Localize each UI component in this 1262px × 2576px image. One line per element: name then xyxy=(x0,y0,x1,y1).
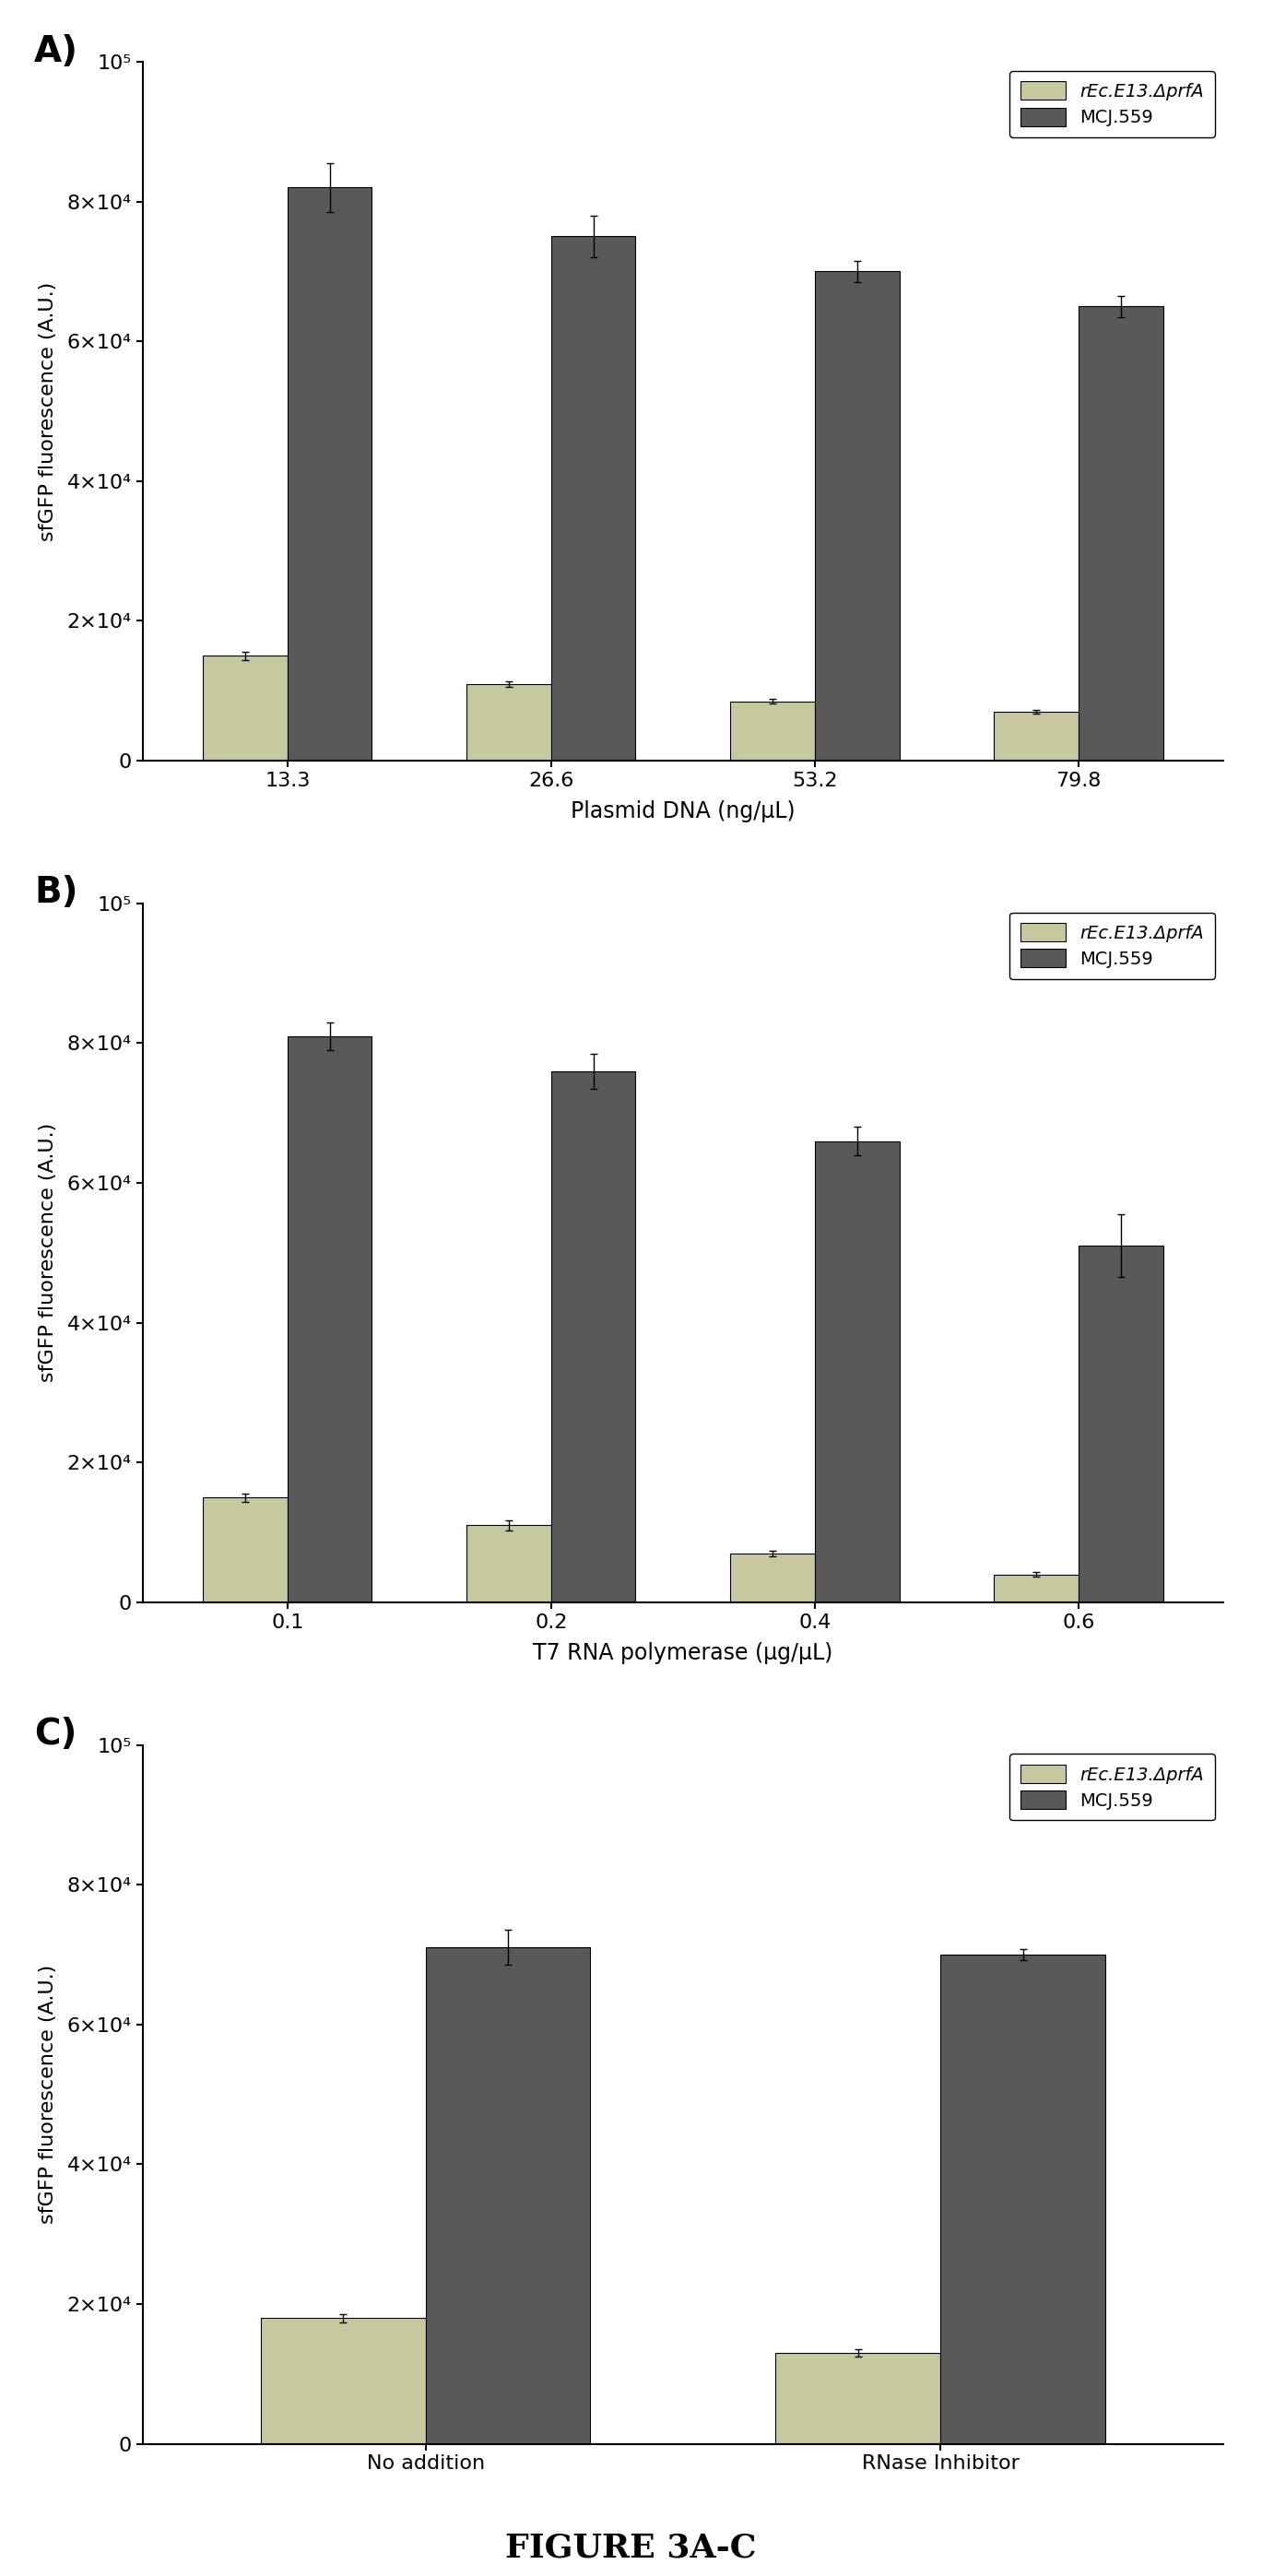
Bar xyxy=(940,1955,1106,2445)
Y-axis label: sfGFP fluorescence (A.U.): sfGFP fluorescence (A.U.) xyxy=(38,1123,57,1383)
Bar xyxy=(776,2352,940,2445)
Bar xyxy=(994,1574,1079,1602)
Text: FIGURE 3A-C: FIGURE 3A-C xyxy=(505,2532,757,2563)
X-axis label: T7 RNA polymerase (μg/μL): T7 RNA polymerase (μg/μL) xyxy=(533,1641,833,1664)
Bar xyxy=(1079,1247,1164,1602)
Y-axis label: sfGFP fluorescence (A.U.): sfGFP fluorescence (A.U.) xyxy=(38,1965,57,2223)
Bar xyxy=(551,1072,636,1602)
Bar xyxy=(467,1525,551,1602)
Bar xyxy=(203,657,288,760)
Text: B): B) xyxy=(34,876,78,909)
Bar xyxy=(815,270,900,760)
Bar xyxy=(994,711,1079,760)
Bar xyxy=(261,2318,425,2445)
Legend: rEc.E13.ΔprfA, MCJ.559: rEc.E13.ΔprfA, MCJ.559 xyxy=(1010,912,1214,979)
Text: C): C) xyxy=(34,1718,77,1752)
Y-axis label: sfGFP fluorescence (A.U.): sfGFP fluorescence (A.U.) xyxy=(38,281,57,541)
Bar xyxy=(815,1141,900,1602)
Bar xyxy=(467,683,551,760)
Bar xyxy=(1079,307,1164,760)
Bar xyxy=(288,188,372,760)
Bar xyxy=(425,1947,591,2445)
Legend: rEc.E13.ΔprfA, MCJ.559: rEc.E13.ΔprfA, MCJ.559 xyxy=(1010,70,1214,137)
Bar xyxy=(731,1553,815,1602)
Legend: rEc.E13.ΔprfA, MCJ.559: rEc.E13.ΔprfA, MCJ.559 xyxy=(1010,1754,1214,1821)
Bar xyxy=(551,237,636,760)
X-axis label: Plasmid DNA (ng/μL): Plasmid DNA (ng/μL) xyxy=(570,801,795,822)
Bar xyxy=(731,701,815,760)
Bar xyxy=(288,1036,372,1602)
Text: A): A) xyxy=(34,33,78,70)
Bar xyxy=(203,1497,288,1602)
